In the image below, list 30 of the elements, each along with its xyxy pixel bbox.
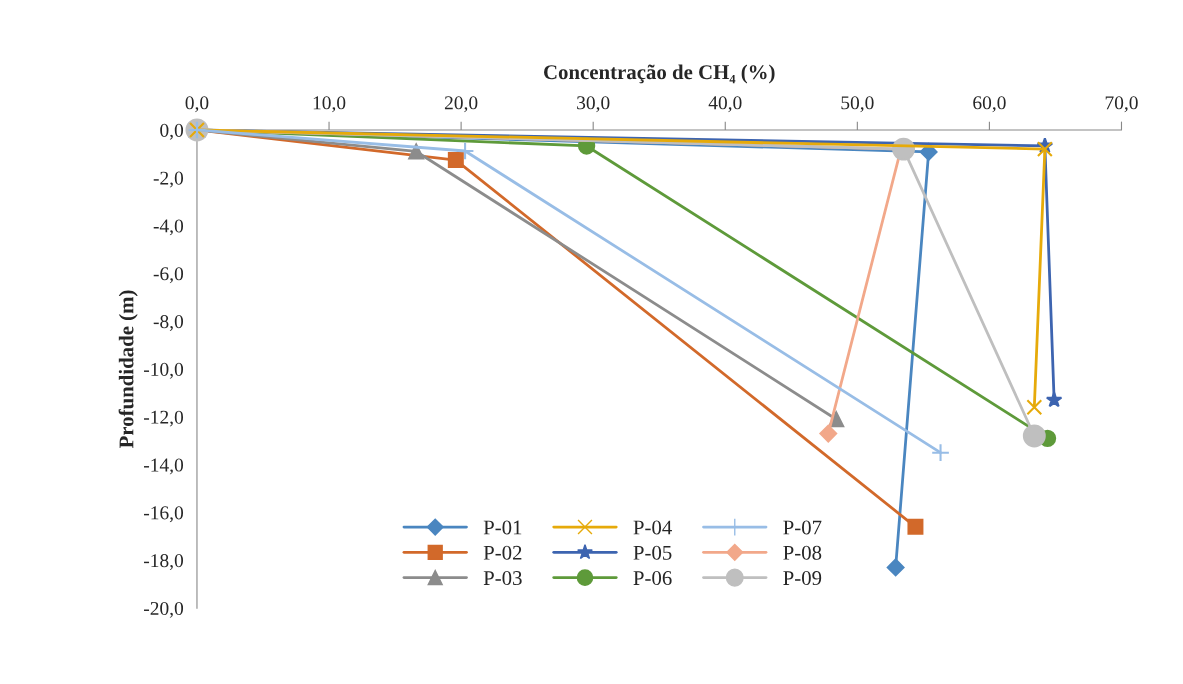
y-axis-title: Profundidade (m) xyxy=(118,290,138,449)
y-tick-label: 0,0 xyxy=(160,123,184,140)
y-tick-label: -2,0 xyxy=(153,171,184,188)
y-tick-label: -16,0 xyxy=(144,506,184,523)
y-tick-label: -12,0 xyxy=(144,410,184,427)
y-tick-label: -14,0 xyxy=(144,458,184,475)
legend-label: P-05 xyxy=(633,545,672,560)
legend-label: P-07 xyxy=(783,520,822,535)
y-tick-label: -6,0 xyxy=(153,267,184,284)
x-tick-label: 10,0 xyxy=(313,96,346,113)
legend-label: P-03 xyxy=(483,571,522,586)
y-tick-label: -4,0 xyxy=(153,219,184,236)
x-tick-label: 60,0 xyxy=(973,96,1006,113)
x-tick-label: 40,0 xyxy=(708,96,742,113)
legend-label: P-06 xyxy=(633,571,672,586)
x-tick-label: 20,0 xyxy=(444,96,478,113)
y-tick-label: -18,0 xyxy=(144,554,184,570)
legend-label: P-08 xyxy=(783,545,822,560)
x-tick-label: 70,0 xyxy=(1105,96,1138,113)
y-tick-label: -10,0 xyxy=(144,362,184,379)
x-tick-label: 50,0 xyxy=(841,96,874,113)
legend-label: P-04 xyxy=(633,520,672,535)
legend-label: P-02 xyxy=(483,545,522,560)
y-tick-label: -20,0 xyxy=(144,601,184,618)
x-tick-label: 0,0 xyxy=(185,96,209,113)
x-tick-label: 30,0 xyxy=(577,96,610,113)
y-tick-label: -8,0 xyxy=(153,315,184,331)
legend-label: P-09 xyxy=(783,571,822,586)
legend-label: P-01 xyxy=(483,520,522,535)
x-axis-title: Concentração de CH₄ (%) xyxy=(544,64,775,84)
